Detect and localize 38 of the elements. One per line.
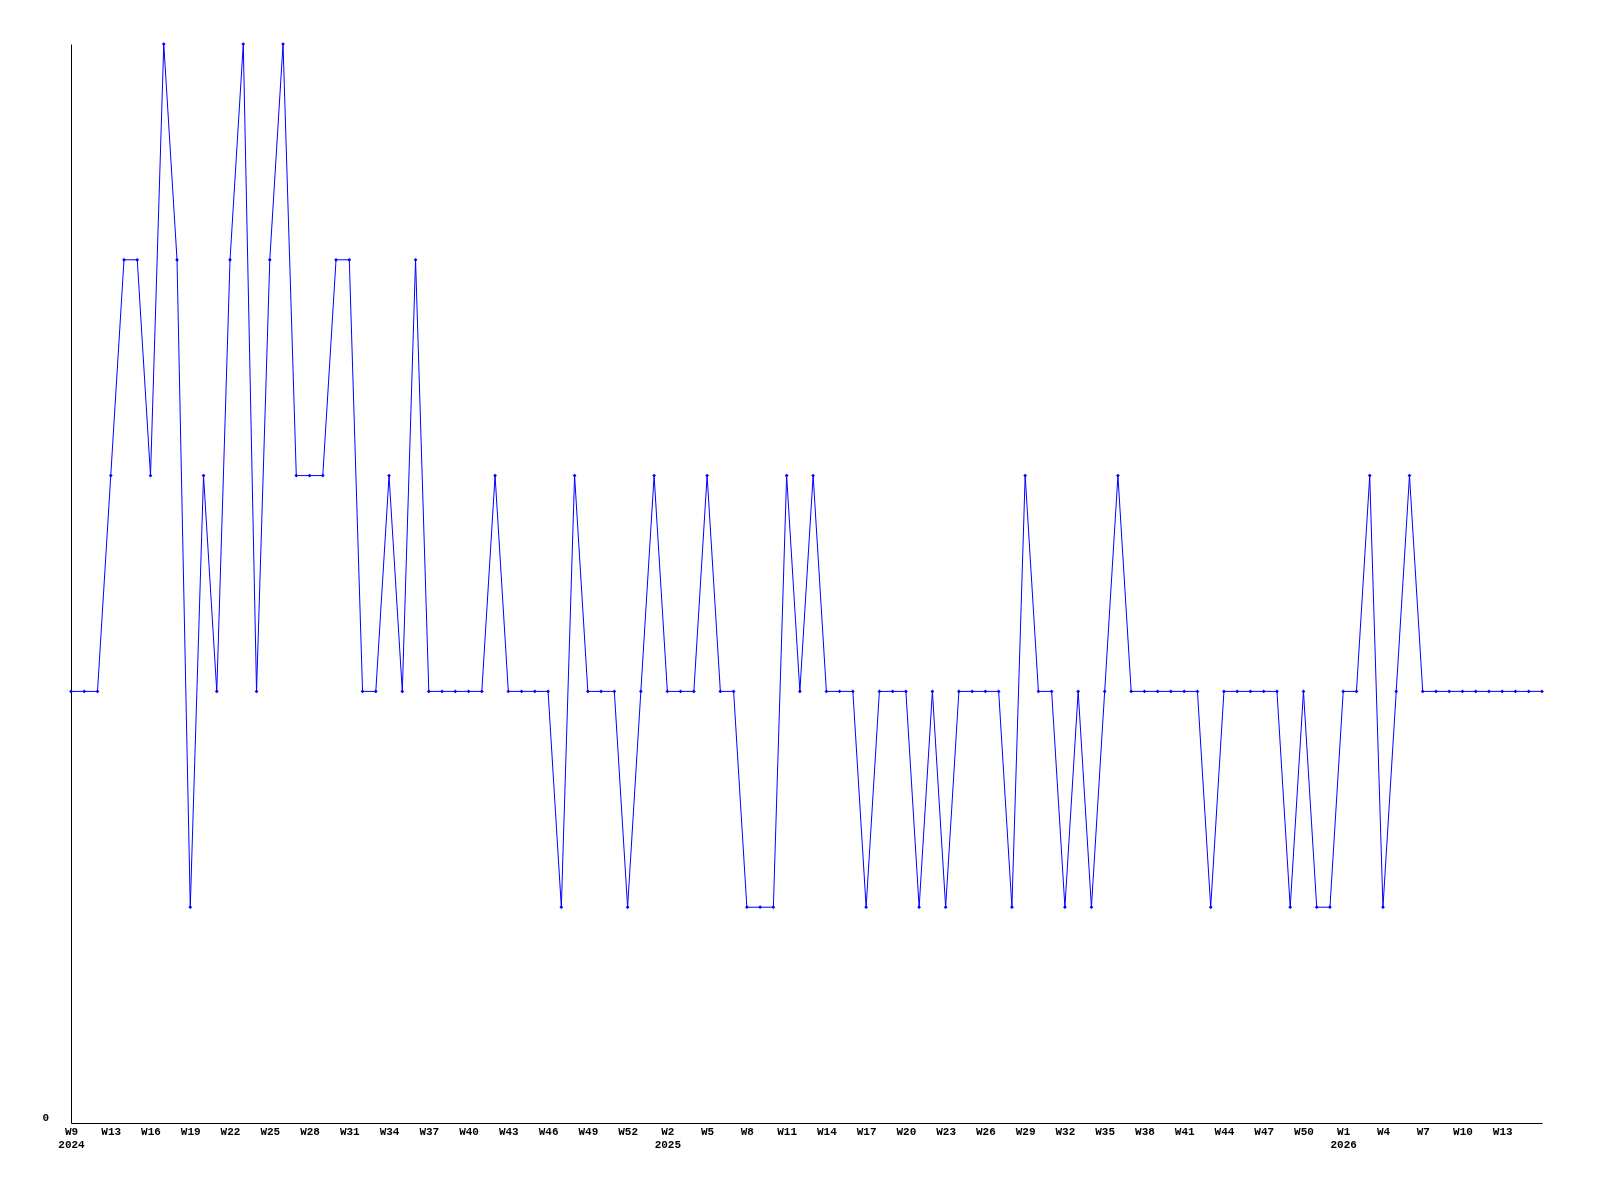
x-tick-label: W46 — [538, 1125, 559, 1138]
x-tick-label: W14 — [816, 1125, 838, 1138]
x-tick-label: W11 — [777, 1125, 798, 1138]
x-tick-label: W32 — [1055, 1125, 1076, 1138]
x-tick-label: W35 — [1095, 1125, 1116, 1138]
x-tick-label: W47 — [1254, 1125, 1275, 1138]
x-tick-label: W19 — [180, 1125, 201, 1138]
x-tick-label: W26 — [976, 1125, 996, 1138]
x-tick-label: W41 — [1174, 1125, 1195, 1138]
x-tick-label: W9 2024 — [58, 1125, 86, 1151]
x-tick-label: W31 — [339, 1125, 361, 1138]
x-tick-label: W23 — [936, 1125, 957, 1138]
x-tick-label: W40 — [459, 1125, 479, 1138]
x-tick-label: W22 — [220, 1125, 241, 1138]
x-tick-label: W2 2025 — [654, 1125, 682, 1151]
x-tick-label: W28 — [300, 1125, 321, 1138]
x-tick-label: W5 — [701, 1125, 715, 1138]
x-tick-label: W43 — [498, 1125, 520, 1138]
x-tick-label: W17 — [856, 1125, 877, 1138]
x-tick-label: W29 — [1015, 1125, 1036, 1138]
x-tick-label: W13 — [101, 1125, 122, 1138]
x-tick-label: W52 — [618, 1125, 638, 1138]
x-tick-label: W16 — [141, 1125, 161, 1138]
x-tick-label: W44 — [1214, 1125, 1235, 1138]
x-tick-label: W13 — [1492, 1125, 1514, 1138]
x-tick-label: W1 2026 — [1330, 1125, 1357, 1151]
x-tick-label: W7 — [1416, 1125, 1430, 1138]
x-tick-label: W37 — [419, 1125, 440, 1138]
x-tick-label: W38 — [1135, 1125, 1156, 1138]
x-tick-label: W10 — [1453, 1125, 1473, 1138]
x-tick-label: W20 — [896, 1125, 917, 1138]
x-tick-label: W25 — [260, 1125, 281, 1138]
x-tick-label: W50 — [1294, 1125, 1314, 1138]
text: 0 — [42, 1112, 49, 1124]
x-tick-label: W4 — [1376, 1125, 1391, 1138]
x-tick-label: W34 — [379, 1125, 400, 1138]
x-tick-label: W8 — [740, 1125, 755, 1138]
x-tick-label: W49 — [578, 1125, 599, 1138]
